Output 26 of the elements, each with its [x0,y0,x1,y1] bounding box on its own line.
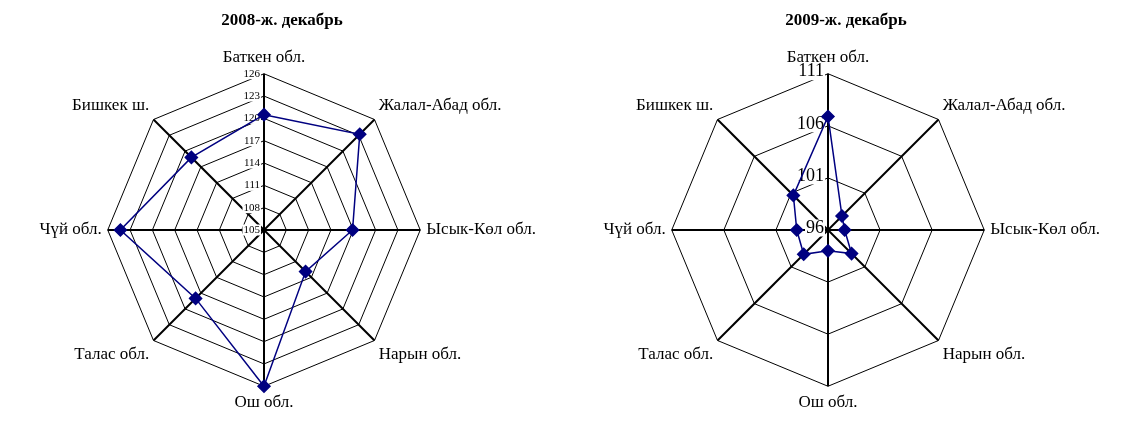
y-tick-label: 123 [243,88,261,101]
spoke-label: Чүй обл. [39,219,102,239]
spoke-label: Талас обл. [74,344,150,364]
y-tick-label: 105 [243,222,261,235]
spoke-label: Баткен обл. [222,47,306,67]
y-tick-label: 108 [243,200,261,213]
spoke-label: Ысык-Көл обл. [990,219,1101,239]
spoke-label: Чүй обл. [603,219,666,239]
spoke-label: Бишкек ш. [636,94,714,114]
chart-title: 2009-ж. декабрь [785,9,907,29]
y-tick-label: 114 [243,155,261,168]
y-tick-label: 111 [244,178,260,191]
chart-title: 2008-ж. декабрь [221,9,343,29]
spoke-label: Жалал-Абад обл. [942,94,1066,114]
y-tick-label: 106 [797,112,824,133]
spoke-label: Ысык-Көл обл. [426,219,537,239]
spoke-label: Ош обл. [798,391,858,411]
spoke-label: Нарын обл. [942,344,1026,364]
y-tick-label: 96 [806,216,824,237]
y-tick-label: 126 [243,66,261,79]
spoke-label: Жалал-Абад обл. [378,94,502,114]
spoke-label: Талас обл. [638,344,714,364]
spoke-label: Нарын обл. [378,344,462,364]
y-tick-label: 117 [243,133,261,146]
spoke-label: Ош обл. [234,391,294,411]
spoke-label: Бишкек ш. [72,94,150,114]
